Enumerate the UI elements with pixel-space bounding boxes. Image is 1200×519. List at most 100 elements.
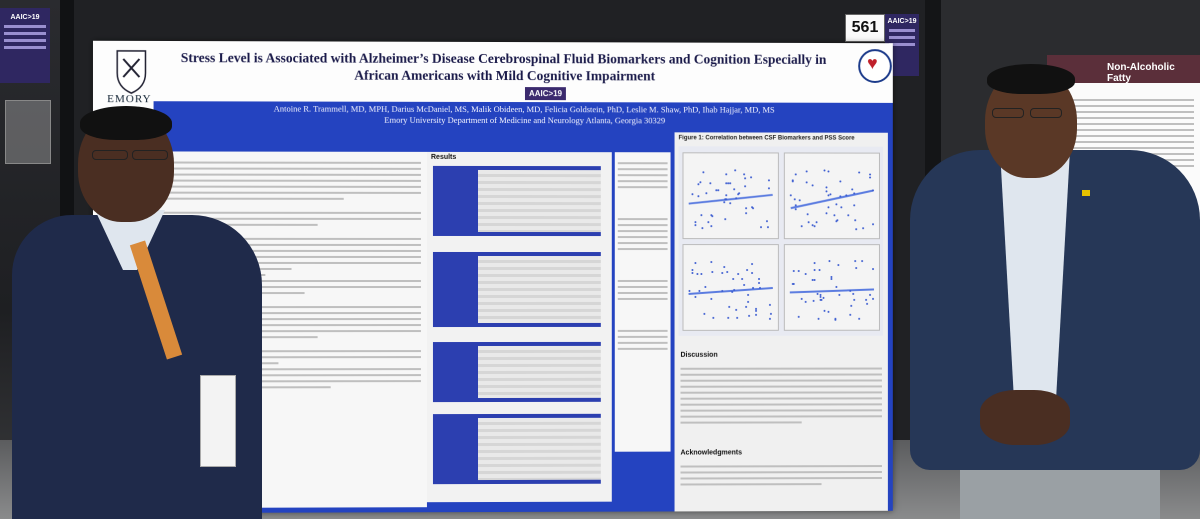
scatter-point [805, 181, 807, 183]
conference-badge [200, 375, 236, 467]
scatter-point [849, 290, 851, 292]
person-right-glasses-icon [992, 108, 1024, 118]
heart-logo-icon [858, 49, 892, 83]
scatter-point [698, 195, 700, 197]
scatter-point [792, 283, 794, 285]
scatter-point [814, 269, 816, 271]
scatter-point [734, 188, 736, 190]
scatter-point [732, 278, 734, 280]
scatter-point [706, 192, 708, 194]
scatter-point [689, 290, 691, 292]
scatter-point [866, 302, 868, 304]
results-table-4 [433, 414, 601, 484]
person-left-hair [80, 106, 172, 140]
scatter-point [723, 201, 725, 203]
scatter-point [726, 271, 728, 273]
scatter-point [856, 267, 858, 269]
scatter-point [725, 218, 727, 220]
scatter-point [768, 188, 770, 190]
scatter-point [747, 301, 749, 303]
scatter-point [691, 193, 693, 195]
scatter-point [751, 263, 753, 265]
scatter-point [691, 272, 693, 274]
scatter-point [795, 173, 797, 175]
scatter-point [698, 290, 700, 292]
scatter-point [836, 286, 838, 288]
scatter-point [854, 299, 856, 301]
scatter-point [827, 171, 829, 173]
scatter-point [710, 298, 712, 300]
scatter-point [695, 262, 697, 264]
scatter-point [704, 286, 706, 288]
scatter-point [813, 279, 815, 281]
scatter-point [829, 260, 831, 262]
scatter-point [807, 213, 809, 215]
scatter-point [726, 174, 728, 176]
scatter-point [862, 227, 864, 229]
scatter-point [744, 178, 746, 180]
scatter-point [729, 202, 731, 204]
scatter-point [750, 176, 752, 178]
booth-number: 561 [845, 14, 885, 42]
scatter-point [728, 316, 730, 318]
acknowledgments-heading: Acknowledgments [681, 449, 742, 456]
scatter-point [758, 278, 760, 280]
scatter-point [722, 272, 724, 274]
results-table-2 [433, 252, 601, 327]
scatter-point [855, 219, 857, 221]
scatter-point [710, 226, 712, 228]
scatter-point [806, 170, 808, 172]
scatter-point [697, 273, 699, 275]
scatter-point [700, 215, 702, 217]
poster-column-figure: Figure 1: Correlation between CSF Biomar… [675, 132, 888, 511]
scatter-point [816, 221, 818, 223]
author-list: Antoine R. Trammell, MD, MPH, Darius McD… [174, 103, 873, 116]
scatter-point [869, 174, 871, 176]
scatter-point [791, 180, 793, 182]
poster-authors: Antoine R. Trammell, MD, MPH, Darius McD… [174, 103, 873, 126]
scatter-plot-2 [784, 152, 880, 239]
scatter-point [865, 299, 867, 301]
scatter-point [827, 206, 829, 208]
scatter-point [711, 271, 713, 273]
scatter-point [834, 215, 836, 217]
scatter-point [747, 294, 749, 296]
scatter-point [735, 197, 737, 199]
results-table-1 [433, 166, 601, 236]
scatter-point [734, 170, 736, 172]
scatter-point [767, 226, 769, 228]
scatter-point [742, 278, 744, 280]
scatter-point [744, 185, 746, 187]
scatter-point [730, 182, 732, 184]
scatter-point [701, 273, 703, 275]
scatter-point [830, 276, 832, 278]
scatter-point [691, 269, 693, 271]
scatter-point [790, 194, 792, 196]
scatter-point [801, 225, 803, 227]
scatter-point [745, 212, 747, 214]
scatter-point [697, 183, 699, 185]
scatter-point [825, 212, 827, 214]
correlation-figure [679, 146, 883, 336]
scatter-point [755, 314, 757, 316]
poster-title: Stress Level is Associated with Alzheime… [174, 49, 834, 85]
scatter-point [855, 260, 857, 262]
person-right-hair [987, 64, 1075, 94]
scatter-point [835, 221, 837, 223]
scatter-point [831, 278, 833, 280]
scatter-point [825, 186, 827, 188]
scatter-point [827, 195, 829, 197]
scatter-point [746, 269, 748, 271]
neighbor-poster-title: Non-Alcoholic Fatty [1107, 62, 1200, 84]
scatter-point [755, 310, 757, 312]
scatter-point [839, 293, 841, 295]
scatter-point [710, 214, 712, 216]
scatter-point [872, 189, 874, 191]
scatter-point [743, 173, 745, 175]
scatter-point [845, 194, 847, 196]
scatter-point [839, 180, 841, 182]
scatter-point [694, 224, 696, 226]
scatter-point [726, 195, 728, 197]
scatter-point [798, 316, 800, 318]
scatter-point [826, 191, 828, 193]
